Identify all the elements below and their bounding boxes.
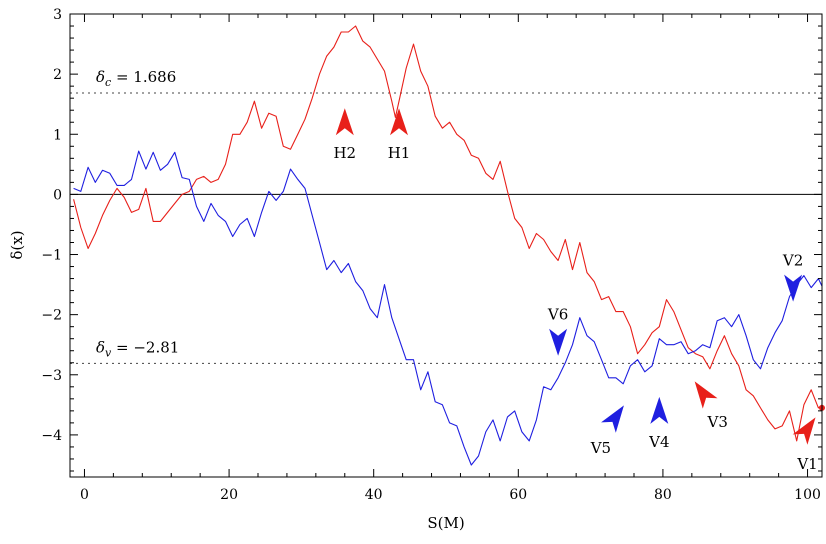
annotation-label: V4 <box>648 433 669 451</box>
annotation-label: H2 <box>333 144 356 162</box>
y-tick-label: −4 <box>41 428 62 444</box>
arrowhead-icon <box>335 108 354 136</box>
series-layer <box>73 25 822 466</box>
reference-label-value: = −2.81 <box>111 338 179 356</box>
arrowhead-icon <box>601 405 624 433</box>
y-tick-label: 1 <box>53 127 62 143</box>
arrowhead-icon <box>784 274 803 302</box>
reference-label-value: = 1.686 <box>111 68 176 86</box>
arrowhead-icon <box>549 328 568 356</box>
x-tick-label: 20 <box>220 487 238 503</box>
plot-frame <box>69 13 823 478</box>
annotation-label: V1 <box>796 455 817 473</box>
y-tick-label: 3 <box>53 7 62 23</box>
reference-label-subscript: c <box>105 76 111 89</box>
series-line-1 <box>73 25 822 442</box>
x-tick-label: 40 <box>365 487 383 503</box>
annotation-layer: H2 H1 V6 V2 V5 V4 V3 V1 <box>333 108 825 473</box>
arrow-marker <box>335 108 354 136</box>
reference-label-symbol: δ <box>96 338 105 356</box>
x-tick-label: 100 <box>794 487 821 503</box>
reference-label-symbol: δ <box>96 68 105 86</box>
arrow-marker <box>549 328 568 356</box>
arrowhead-icon <box>792 417 816 445</box>
arrowhead-icon <box>390 108 408 136</box>
series-line-2 <box>73 150 822 466</box>
x-tick-label: 0 <box>80 487 89 503</box>
x-axis-label: S(M) <box>427 514 464 532</box>
y-tick-label: −3 <box>41 368 62 384</box>
arrow-marker <box>650 396 669 424</box>
annotation-label: V2 <box>782 252 803 270</box>
arrow-marker <box>601 405 624 433</box>
arrow-marker <box>792 417 816 445</box>
x-tick-label: 60 <box>509 487 527 503</box>
annotation-label: H1 <box>388 144 411 162</box>
y-tick-label: −2 <box>41 308 62 324</box>
y-tick-label: 0 <box>53 187 62 203</box>
x-tick-label: 80 <box>654 487 672 503</box>
annotation-label: V6 <box>547 306 568 324</box>
arrow-marker <box>390 108 408 136</box>
arrowhead-icon <box>650 396 669 424</box>
arrowhead-icon <box>694 381 718 409</box>
reference-line-label: δc = 1.686 <box>96 68 176 89</box>
axes-layer: 0 20 40 60 80 100 −4 −3 −2 −1 0 1 2 3 <box>41 7 823 503</box>
reference-label-subscript: v <box>105 346 112 359</box>
arrow-marker <box>694 381 718 409</box>
y-tick-label: 2 <box>53 67 62 83</box>
reference-line-label: δv = −2.81 <box>96 338 179 359</box>
y-axis-label: δ(x) <box>8 230 26 259</box>
arrow-marker <box>784 274 803 302</box>
annotation-label: V5 <box>590 439 611 457</box>
y-tick-label: −1 <box>41 248 62 264</box>
annotation-label: V3 <box>706 413 727 431</box>
